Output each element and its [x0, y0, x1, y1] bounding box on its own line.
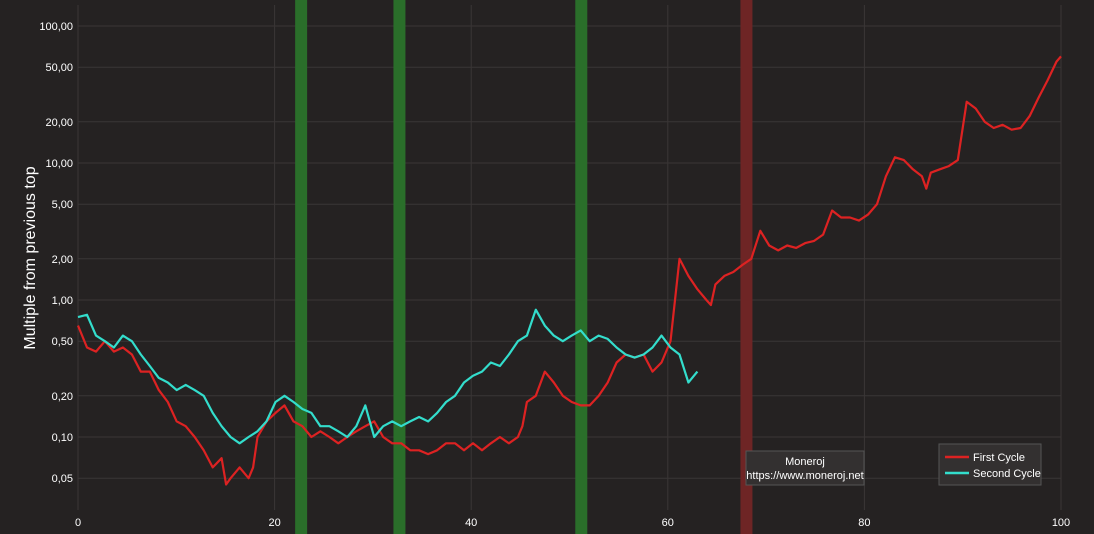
series-line-second-cycle: [77, 308, 699, 445]
y-tick-label: 0,10: [52, 432, 73, 444]
y-tick-label: 2,00: [52, 254, 73, 266]
y-tick-label: 50,00: [45, 62, 73, 74]
x-tick-label: 40: [465, 517, 477, 529]
series-lines: [76, 55, 1062, 486]
y-tick-label: 1,00: [52, 295, 73, 307]
x-tick-label: 20: [268, 517, 280, 529]
y-tick-label: 10,00: [45, 158, 73, 170]
watermark: Moneroj https://www.moneroj.net: [745, 450, 865, 486]
y-axis-ticks: 0,05 0,10 0,20 0,50 1,00 2,00 5,00 10,00 20,00 50…: [39, 21, 73, 485]
y-tick-label: 0,20: [52, 391, 73, 403]
x-tick-label: 60: [662, 517, 674, 529]
y-tick-label: 0,50: [52, 336, 73, 348]
x-tick-label: 100: [1052, 517, 1070, 529]
vertical-bands: [295, 0, 753, 534]
legend: First Cycle Second Cycle: [938, 443, 1042, 486]
vertical-band: [740, 0, 753, 534]
grid: [77, 5, 1062, 510]
watermark-title: Moneroj: [785, 456, 825, 468]
x-tick-label: 0: [75, 517, 81, 529]
x-tick-label: 80: [858, 517, 870, 529]
series-line-first-cycle: [76, 55, 1062, 486]
y-tick-label: 0,05: [52, 473, 73, 485]
y-tick-label: 5,00: [52, 199, 73, 211]
y-tick-label: 20,00: [45, 117, 73, 129]
y-tick-label: 100,00: [39, 21, 73, 33]
legend-label-second-cycle[interactable]: Second Cycle: [973, 468, 1041, 480]
vertical-band: [295, 0, 308, 534]
y-axis-label: Multiple from previous top: [22, 166, 39, 349]
watermark-url: https://www.moneroj.net: [746, 470, 863, 482]
x-axis-ticks: 0 20 40 60 80 100: [75, 517, 1070, 529]
legend-label-first-cycle[interactable]: First Cycle: [973, 452, 1025, 464]
vertical-band: [393, 0, 406, 534]
vertical-band: [575, 0, 588, 534]
